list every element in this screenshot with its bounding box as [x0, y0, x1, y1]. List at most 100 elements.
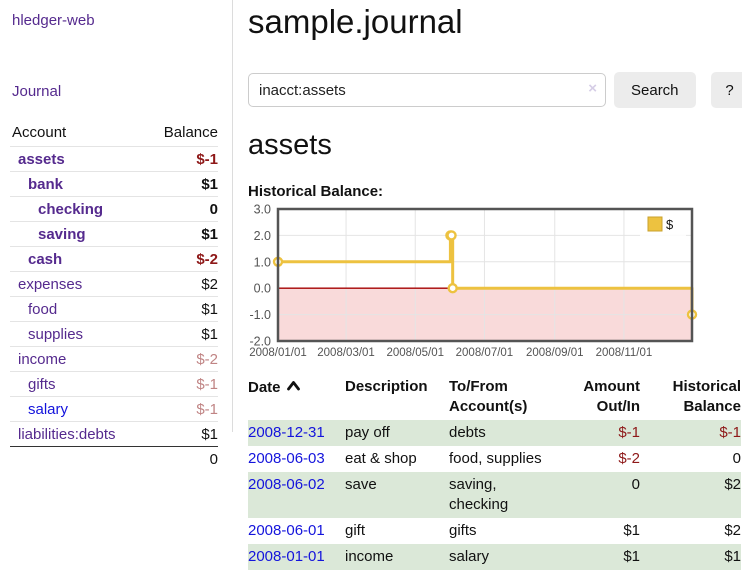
app-layout: hledger-web Journal Account Balance asse…	[0, 0, 742, 570]
register-header-date[interactable]: Date	[248, 374, 345, 420]
search-input[interactable]	[248, 73, 606, 107]
svg-text:2.0: 2.0	[254, 229, 271, 243]
account-link[interactable]: cash	[28, 250, 63, 268]
historical-balance-chart: $3.0 2.0 1.0 0.0 -1.0 -2.0 2008/01/01 2008/03/0…	[248, 203, 742, 363]
register-header-accounts[interactable]: To/From Account(s)	[449, 378, 528, 415]
transaction-accounts: gifts	[449, 522, 477, 539]
transaction-description: pay off	[345, 420, 449, 446]
transaction-date-link[interactable]: 2008-06-01	[248, 522, 325, 539]
transaction-balance: $1	[640, 544, 741, 570]
transaction-balance: 0	[732, 450, 741, 467]
account-row: saving $1	[10, 221, 218, 247]
account-balance: $1	[201, 225, 218, 243]
register-header-description[interactable]: Description	[345, 378, 428, 395]
account-link[interactable]: food	[28, 300, 58, 318]
accounts-body: assets $-1 bank $1 checking 0 saving $1 …	[10, 146, 218, 472]
transaction-row: 2008-06-01 gift gifts $1 $2	[248, 518, 741, 544]
transaction-amount: $1	[567, 544, 640, 570]
accounts-header-row: Account Balance	[10, 121, 218, 147]
search-input-wrap: ×	[248, 73, 606, 107]
svg-text:-2.0: -2.0	[249, 335, 271, 349]
account-row: checking 0	[10, 196, 218, 222]
account-row: bank $1	[10, 171, 218, 197]
account-row: assets $-1	[10, 146, 218, 172]
account-balance: $1	[201, 300, 218, 318]
transaction-accounts: food, supplies	[449, 450, 542, 467]
svg-text:$: $	[666, 217, 674, 232]
transaction-accounts: salary	[449, 544, 567, 570]
accounts-table: Account Balance assets $-1 bank $1 check…	[10, 121, 218, 472]
account-balance: $1	[201, 325, 218, 343]
account-row: supplies $1	[10, 321, 218, 347]
svg-text:-1.0: -1.0	[249, 308, 271, 322]
svg-text:2008/05/01: 2008/05/01	[386, 347, 444, 359]
transaction-row: 2008-12-31 pay off debts $-1 $-1	[248, 420, 741, 446]
transaction-balance: $2	[724, 522, 741, 539]
accounts-total-row: 0	[10, 446, 218, 472]
accounts-header-balance: Balance	[163, 124, 218, 141]
transaction-row: 2008-01-01 income salary $1 $1	[248, 544, 741, 570]
account-row: salary $-1	[10, 396, 218, 422]
transaction-date-link[interactable]: 2008-12-31	[248, 424, 325, 441]
account-balance: $-2	[196, 350, 218, 368]
transaction-description: eat & shop	[345, 450, 417, 467]
account-link[interactable]: saving	[38, 225, 86, 243]
account-balance: $-1	[196, 150, 218, 168]
help-button[interactable]: ?	[710, 72, 742, 108]
svg-text:2008/09/01: 2008/09/01	[526, 347, 584, 359]
svg-text:0.0: 0.0	[254, 282, 271, 296]
clear-search-icon[interactable]: ×	[588, 80, 597, 97]
account-balance: $2	[201, 275, 218, 293]
sidebar-item-journal[interactable]: Journal	[12, 83, 62, 100]
transaction-row: 2008-06-03 eat & shop food, supplies $-2…	[248, 446, 741, 472]
transaction-row: 2008-06-02 save saving, checking 0 $2	[248, 472, 741, 518]
account-link[interactable]: supplies	[28, 325, 84, 343]
transaction-balance: $-1	[640, 420, 741, 446]
accounts-total-value: 0	[209, 451, 218, 468]
chart-title: Historical Balance:	[248, 183, 384, 200]
account-link[interactable]: gifts	[28, 375, 56, 393]
accounts-header-account: Account	[12, 124, 67, 141]
account-balance: $-2	[196, 250, 218, 268]
svg-text:2008/11/01: 2008/11/01	[596, 347, 653, 359]
register-body: 2008-12-31 pay off debts $-1 $-1 2008-06…	[248, 420, 741, 570]
svg-text:3.0: 3.0	[254, 203, 271, 217]
transaction-balance: $2	[640, 472, 741, 518]
transaction-amount: $-1	[567, 420, 640, 446]
transaction-description: income	[345, 544, 449, 570]
search-button[interactable]: Search	[614, 72, 696, 108]
brand-link[interactable]: hledger-web	[12, 12, 95, 29]
account-link[interactable]: expenses	[18, 275, 83, 293]
transaction-date-link[interactable]: 2008-01-01	[248, 548, 325, 565]
svg-text:2008/01/01: 2008/01/01	[249, 347, 307, 359]
transaction-accounts: debts	[449, 420, 567, 446]
sort-asc-icon	[286, 377, 301, 397]
account-link[interactable]: income	[18, 350, 67, 368]
account-row: expenses $2	[10, 271, 218, 297]
transaction-date-link[interactable]: 2008-06-03	[248, 450, 325, 467]
transaction-amount: 0	[567, 472, 640, 518]
transaction-description: gift	[345, 522, 366, 539]
transaction-amount: $1	[623, 522, 640, 539]
account-row: cash $-2	[10, 246, 218, 272]
search-form: × Search ?	[248, 72, 742, 108]
account-link[interactable]: assets	[18, 150, 65, 168]
account-balance: $-1	[196, 400, 218, 418]
account-balance: $1	[201, 175, 218, 193]
account-link[interactable]: liabilities:debts	[18, 425, 116, 443]
account-row: food $1	[10, 296, 218, 322]
account-link[interactable]: checking	[38, 200, 104, 218]
account-link[interactable]: salary	[28, 400, 69, 418]
account-heading: assets	[248, 129, 332, 161]
transaction-date-link[interactable]: 2008-06-02	[248, 476, 325, 493]
account-row: income $-2	[10, 346, 218, 372]
register-header-balance[interactable]: Historical Balance	[672, 378, 741, 415]
register-header-amount[interactable]: Amount Out/In	[583, 378, 640, 415]
svg-text:2008/07/01: 2008/07/01	[456, 347, 514, 359]
svg-text:1.0: 1.0	[254, 255, 271, 269]
main-content: sample.journal × Search ? assets Histori…	[233, 0, 742, 570]
svg-text:2008/03/01: 2008/03/01	[317, 347, 375, 359]
account-link[interactable]: bank	[28, 175, 64, 193]
sidebar: hledger-web Journal Account Balance asse…	[0, 0, 233, 468]
account-balance: $-1	[196, 375, 218, 393]
